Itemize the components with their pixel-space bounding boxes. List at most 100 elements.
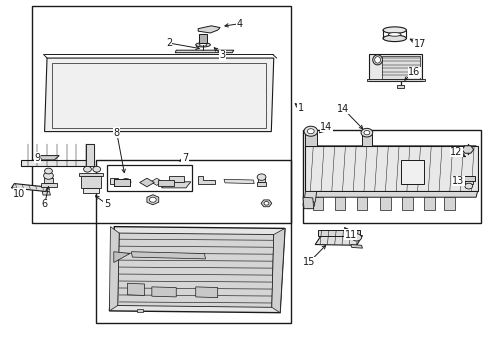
- Circle shape: [257, 174, 265, 180]
- Polygon shape: [315, 235, 362, 245]
- Polygon shape: [444, 197, 454, 211]
- Polygon shape: [127, 283, 144, 296]
- Ellipse shape: [195, 42, 210, 47]
- Ellipse shape: [382, 35, 406, 41]
- Text: 14: 14: [320, 122, 332, 132]
- Bar: [396, 85, 403, 88]
- Circle shape: [264, 202, 268, 205]
- Polygon shape: [356, 197, 366, 211]
- Polygon shape: [382, 56, 419, 78]
- Text: 9: 9: [35, 153, 41, 163]
- Text: 14: 14: [337, 104, 349, 114]
- Circle shape: [149, 197, 156, 202]
- Polygon shape: [361, 134, 371, 146]
- Ellipse shape: [199, 44, 206, 46]
- Polygon shape: [317, 230, 359, 235]
- Polygon shape: [312, 197, 323, 211]
- Text: 11: 11: [344, 230, 356, 239]
- Circle shape: [351, 234, 361, 241]
- Polygon shape: [146, 195, 159, 205]
- Polygon shape: [43, 178, 53, 183]
- Circle shape: [307, 129, 314, 134]
- Bar: [400, 160, 423, 184]
- Polygon shape: [261, 200, 271, 207]
- Circle shape: [304, 126, 317, 136]
- Polygon shape: [368, 54, 422, 81]
- Polygon shape: [137, 309, 143, 312]
- Circle shape: [363, 131, 369, 135]
- Text: 12: 12: [449, 147, 462, 157]
- Polygon shape: [86, 144, 94, 166]
- Text: 4: 4: [236, 19, 242, 29]
- Polygon shape: [34, 156, 59, 160]
- Bar: [199, 34, 206, 43]
- Polygon shape: [461, 146, 473, 153]
- Polygon shape: [110, 178, 118, 184]
- Bar: [107, 165, 192, 192]
- Polygon shape: [305, 146, 477, 192]
- Polygon shape: [109, 226, 285, 313]
- Polygon shape: [198, 26, 220, 33]
- Text: 10: 10: [13, 189, 25, 199]
- Polygon shape: [334, 197, 345, 211]
- Text: 16: 16: [407, 67, 420, 77]
- Ellipse shape: [372, 55, 382, 65]
- Text: 3: 3: [219, 50, 225, 60]
- Circle shape: [464, 183, 472, 189]
- Text: 2: 2: [165, 38, 172, 48]
- Polygon shape: [305, 192, 477, 197]
- Bar: [52, 63, 266, 128]
- Circle shape: [360, 129, 372, 137]
- Polygon shape: [41, 183, 57, 187]
- Circle shape: [43, 172, 53, 179]
- Ellipse shape: [374, 57, 380, 63]
- Bar: [96, 160, 290, 323]
- Polygon shape: [305, 146, 477, 152]
- Polygon shape: [303, 197, 313, 209]
- Polygon shape: [118, 233, 273, 307]
- Polygon shape: [271, 228, 285, 313]
- Polygon shape: [175, 50, 233, 53]
- Text: 6: 6: [41, 199, 47, 210]
- Polygon shape: [350, 244, 362, 248]
- Bar: [303, 130, 480, 223]
- Polygon shape: [21, 144, 94, 166]
- Text: 17: 17: [413, 40, 426, 49]
- Polygon shape: [109, 226, 119, 311]
- Text: 7: 7: [182, 153, 188, 163]
- Polygon shape: [423, 197, 434, 211]
- Polygon shape: [11, 184, 48, 192]
- Polygon shape: [258, 178, 264, 182]
- Polygon shape: [131, 252, 205, 259]
- Bar: [32, 6, 290, 223]
- Circle shape: [93, 166, 101, 172]
- Polygon shape: [152, 287, 176, 297]
- Polygon shape: [224, 179, 254, 184]
- Polygon shape: [462, 176, 474, 181]
- Text: 8: 8: [113, 128, 120, 138]
- Circle shape: [44, 168, 52, 174]
- Polygon shape: [151, 178, 162, 185]
- Polygon shape: [305, 134, 316, 146]
- Text: 5: 5: [103, 199, 110, 210]
- Polygon shape: [114, 179, 130, 186]
- Polygon shape: [140, 178, 154, 187]
- Polygon shape: [195, 287, 217, 298]
- Text: 1: 1: [297, 103, 303, 113]
- Text: 13: 13: [451, 176, 463, 186]
- Polygon shape: [366, 79, 424, 81]
- Polygon shape: [198, 176, 215, 184]
- Polygon shape: [79, 173, 103, 176]
- Circle shape: [83, 166, 91, 172]
- Polygon shape: [114, 252, 130, 262]
- Polygon shape: [161, 182, 190, 188]
- Text: 15: 15: [302, 257, 314, 267]
- Polygon shape: [304, 192, 316, 202]
- Ellipse shape: [382, 27, 406, 33]
- Polygon shape: [42, 192, 50, 195]
- Polygon shape: [256, 182, 266, 186]
- Polygon shape: [464, 181, 472, 184]
- Polygon shape: [82, 188, 99, 193]
- Polygon shape: [379, 197, 390, 211]
- Polygon shape: [401, 197, 412, 211]
